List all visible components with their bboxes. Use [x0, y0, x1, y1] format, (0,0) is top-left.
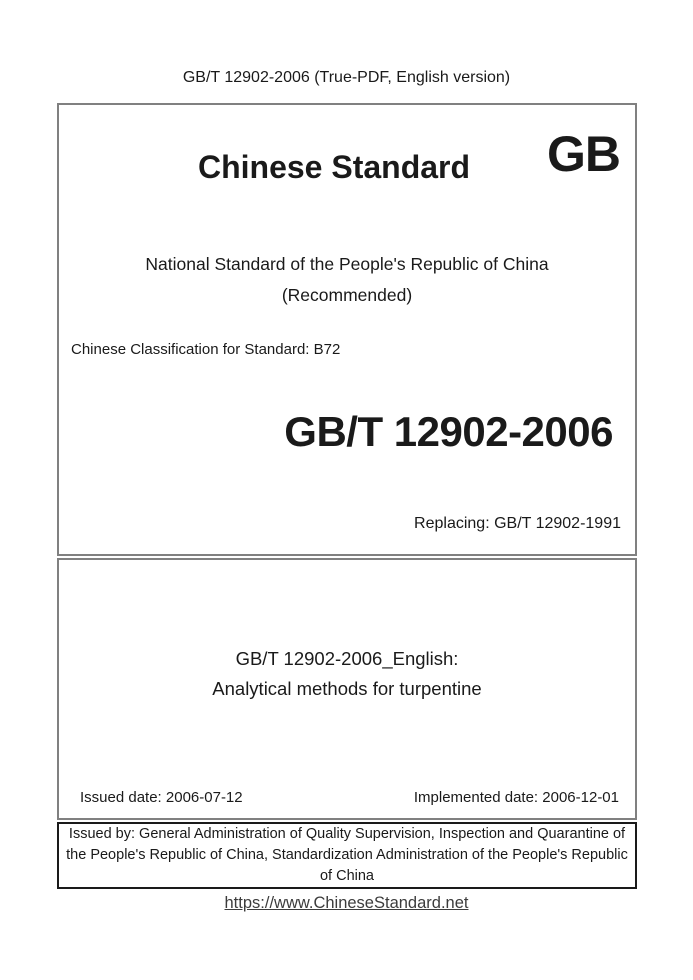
dates-row: Issued date: 2006-07-12 Implemented date…: [59, 789, 635, 806]
implemented-date: Implemented date: 2006-12-01: [413, 789, 619, 806]
website-link[interactable]: https://www.ChineseStandard.net: [224, 894, 469, 912]
recommended-line: (Recommended): [281, 285, 413, 305]
english-title-label: GB/T 12902-2006_English:: [235, 648, 459, 669]
brand-title: Chinese Standard: [197, 149, 471, 185]
issuer-text: Issued by: General Administration of Qua…: [66, 826, 628, 884]
national-standard-block: National Standard of the People's Republ…: [59, 249, 635, 311]
standard-code: GB/T 12902-2006: [284, 408, 613, 455]
page-header-title: GB/T 12902-2006 (True-PDF, English versi…: [182, 69, 511, 86]
page-footer: https://www.ChineseStandard.net: [0, 894, 693, 913]
english-title: Analytical methods for turpentine: [212, 678, 482, 699]
national-standard-line: National Standard of the People's Republ…: [145, 254, 549, 274]
issuer-box: Issued by: General Administration of Qua…: [57, 822, 637, 889]
issued-date: Issued date: 2006-07-12: [80, 789, 243, 806]
english-title-block: GB/T 12902-2006_English: Analytical meth…: [59, 644, 635, 704]
gb-logo: GB: [547, 126, 621, 182]
title-box: GB/T 12902-2006_English: Analytical meth…: [57, 558, 637, 820]
classification-line: Chinese Classification for Standard: B72: [71, 341, 341, 358]
replacing-line: Replacing: GB/T 12902-1991: [414, 515, 621, 532]
cover-box: Chinese Standard GB National Standard of…: [57, 103, 637, 556]
